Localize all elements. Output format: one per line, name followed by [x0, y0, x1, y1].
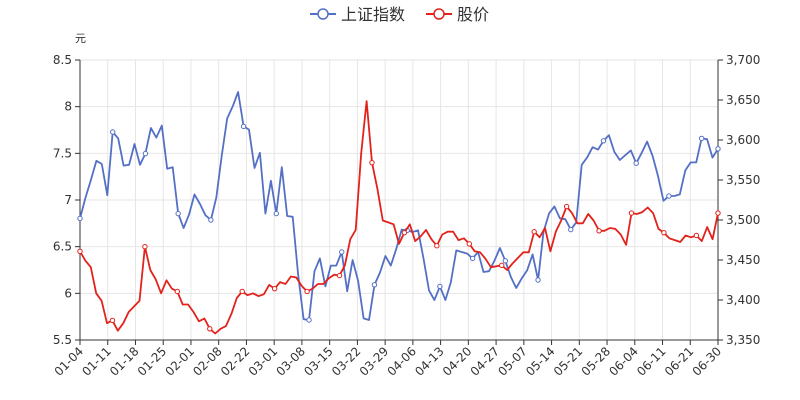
- x-tick-label: 04-20: [440, 344, 475, 379]
- series-point: [535, 277, 541, 283]
- series-point: [239, 288, 245, 295]
- right-tick-label: 3,700: [726, 53, 760, 67]
- series-point: [77, 215, 83, 222]
- legend-marker-icon: [433, 8, 445, 20]
- series-point: [175, 210, 181, 217]
- series-point: [401, 229, 408, 236]
- x-tick-label: 01-25: [135, 344, 170, 379]
- legend-marker-icon: [317, 8, 329, 20]
- left-axis-unit-label: 元: [75, 32, 86, 45]
- x-tick-label: 04-13: [412, 344, 447, 379]
- x-tick-label: 06-30: [690, 344, 725, 379]
- left-tick-label: 6.5: [53, 240, 72, 254]
- left-tick-label: 7: [64, 193, 72, 207]
- legend-label: 上证指数: [341, 5, 405, 24]
- series-point: [666, 193, 672, 199]
- legend-item[interactable]: 上证指数: [310, 5, 405, 24]
- series-2: [77, 100, 721, 335]
- x-tick-label: 03-15: [301, 344, 336, 379]
- x-tick-label: 05-07: [495, 344, 530, 379]
- series-point: [715, 210, 721, 216]
- x-tick-label: 01-18: [107, 344, 142, 379]
- x-tick-label: 02-01: [163, 344, 198, 379]
- left-axis-ticks: 5.5 6 6.5 7 7.5 8 8.5: [53, 53, 80, 347]
- series-1: [77, 91, 721, 323]
- left-tick-label: 7.5: [53, 146, 72, 160]
- series-point: [633, 160, 639, 166]
- x-tick-label: 02-08: [190, 344, 225, 379]
- right-tick-label: 3,550: [726, 173, 760, 187]
- series-point: [369, 159, 375, 166]
- series-point: [174, 288, 181, 295]
- x-tick-label: 03-08: [273, 344, 308, 379]
- x-tick-label: 06-04: [606, 344, 641, 379]
- series-point: [466, 241, 472, 247]
- series-point: [77, 248, 83, 255]
- series-point: [207, 326, 213, 332]
- left-tick-label: 8: [64, 100, 72, 114]
- series-point: [715, 146, 721, 152]
- series-point: [596, 228, 602, 234]
- x-tick-label: 06-21: [662, 344, 697, 379]
- legend[interactable]: 上证指数 股价: [310, 5, 489, 24]
- series-point: [304, 288, 310, 295]
- series-point: [568, 226, 574, 233]
- series-point: [628, 210, 635, 216]
- series-point: [499, 262, 505, 269]
- right-tick-label: 3,400: [726, 293, 760, 307]
- left-tick-label: 8.5: [53, 53, 72, 67]
- series-point: [240, 123, 247, 130]
- x-tick-label: 04-27: [468, 344, 503, 379]
- x-tick-label: 03-22: [329, 344, 364, 379]
- series-point: [273, 210, 280, 217]
- series-point: [563, 203, 570, 210]
- series-line: [79, 100, 719, 335]
- right-axis-ticks: 3,350 3,400 3,450 3,500 3,550 3,600 3,650 3,700: [718, 53, 760, 347]
- series-point: [142, 243, 148, 250]
- series-point: [502, 258, 509, 264]
- right-tick-label: 3,350: [726, 333, 760, 347]
- legend-item[interactable]: 股价: [426, 5, 489, 24]
- series-point: [371, 282, 378, 288]
- series-point: [339, 249, 345, 255]
- right-tick-label: 3,450: [726, 253, 760, 267]
- series-point: [600, 138, 607, 144]
- x-tick-label: 02-22: [218, 344, 253, 379]
- x-tick-label: 01-11: [79, 344, 114, 379]
- series-point: [306, 317, 312, 323]
- series-point: [271, 285, 278, 292]
- series-point: [109, 317, 116, 324]
- x-tick-label: 01-04: [52, 344, 87, 379]
- right-tick-label: 3,500: [726, 213, 760, 227]
- series-point: [531, 229, 537, 235]
- left-tick-label: 6: [64, 286, 72, 300]
- series-point: [142, 150, 149, 157]
- x-axis-ticks: 01-0401-1101-1801-2502-0102-0802-2203-01…: [52, 340, 725, 379]
- x-tick-label: 04-06: [384, 344, 419, 379]
- series-point: [434, 243, 440, 249]
- x-tick-label: 05-28: [579, 344, 614, 379]
- series-point: [208, 217, 214, 223]
- x-tick-label: 05-14: [523, 344, 558, 379]
- series-point: [698, 135, 705, 142]
- series-point: [661, 229, 667, 236]
- series-point: [336, 272, 343, 279]
- left-tick-label: 5.5: [53, 333, 72, 347]
- series-point: [110, 129, 116, 135]
- series-point: [469, 255, 476, 262]
- x-tick-label: 06-11: [634, 344, 669, 379]
- x-tick-label: 05-21: [551, 344, 586, 379]
- x-tick-label: 03-01: [246, 344, 281, 379]
- series-line: [79, 91, 719, 321]
- right-tick-label: 3,650: [726, 93, 760, 107]
- series-point: [693, 232, 700, 239]
- x-tick-label: 03-29: [357, 344, 392, 379]
- series-lines: [77, 91, 721, 335]
- right-tick-label: 3,600: [726, 133, 760, 147]
- series-point: [437, 283, 443, 290]
- legend-label: 股价: [457, 5, 489, 24]
